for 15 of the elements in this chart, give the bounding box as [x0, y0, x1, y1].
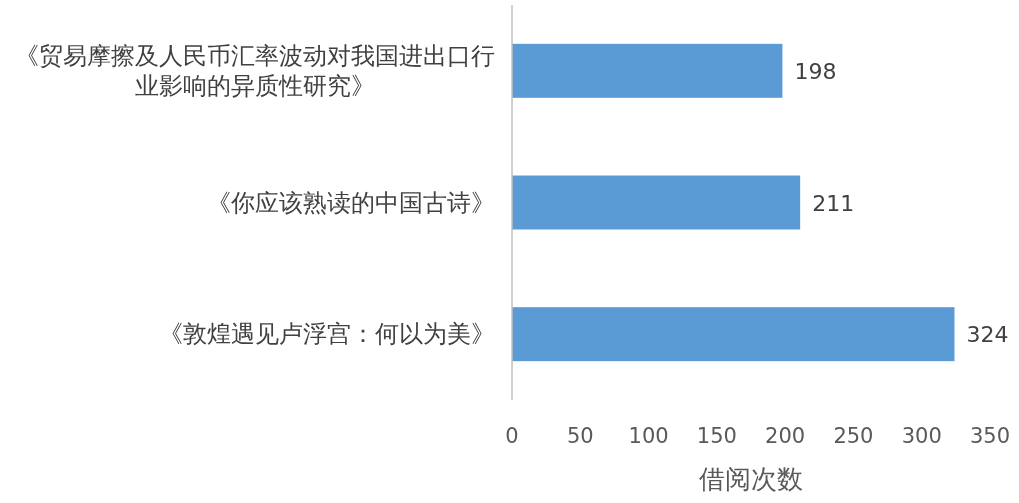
x-axis-title: 借阅次数 [699, 464, 803, 494]
data-label: 324 [966, 322, 1009, 348]
x-tick-label: 100 [628, 424, 669, 448]
x-tick-label: 300 [901, 424, 942, 448]
y-tick-label: 《敦煌遇见卢浮宫：何以为美》 [159, 320, 495, 349]
x-tick-label: 200 [765, 424, 806, 448]
x-tick-label: 250 [833, 424, 874, 448]
x-tick-label: 0 [505, 424, 519, 448]
x-tick-label: 350 [969, 424, 1011, 448]
x-tick-label: 50 [566, 424, 594, 448]
data-label: 198 [794, 58, 837, 84]
y-tick-label: 《你应该熟读的中国古诗》 [207, 188, 495, 217]
data-label: 211 [812, 190, 855, 216]
y-tick-label: 《贸易摩擦及人民币汇率波动对我国进出口行业影响的异质性研究》 [15, 41, 495, 100]
x-tick-label: 150 [696, 424, 737, 448]
